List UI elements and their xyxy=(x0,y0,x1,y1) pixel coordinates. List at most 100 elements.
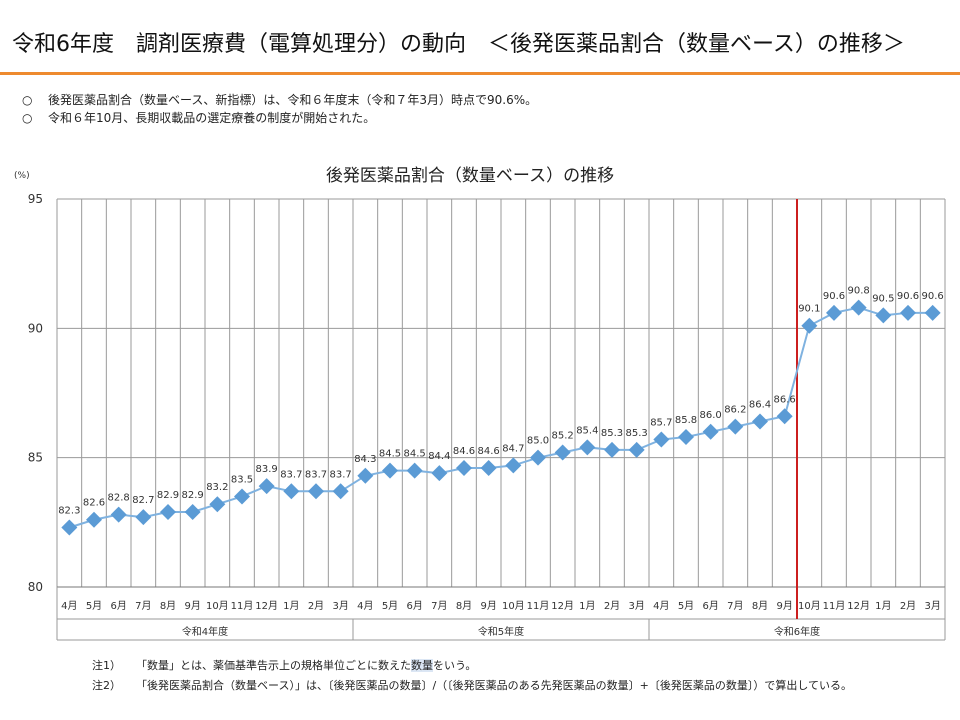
data-point xyxy=(505,457,522,474)
footnote-text-end: をいう。 xyxy=(433,659,477,672)
data-point xyxy=(628,441,645,458)
group-label: 令和6年度 xyxy=(774,625,820,638)
data-point xyxy=(234,488,250,505)
data-label: 82.9 xyxy=(182,490,204,501)
data-label: 90.6 xyxy=(823,291,845,302)
bullet-text: 後発医薬品割合（数量ベース、新指標）は、令和６年度末（令和７年3月）時点で90.… xyxy=(48,93,538,107)
x-tick-label: 12月 xyxy=(847,600,870,612)
fiscal-year-groups: 令和4年度 令和5年度 令和6年度 xyxy=(182,619,820,640)
data-label: 90.1 xyxy=(798,304,820,315)
x-tick-label: 5月 xyxy=(382,600,398,612)
data-point xyxy=(850,299,867,316)
data-label: 84.5 xyxy=(379,449,401,460)
data-point xyxy=(431,465,448,482)
data-label: 83.5 xyxy=(231,474,253,485)
data-label: 82.3 xyxy=(58,506,80,517)
x-tick-label: 5月 xyxy=(86,600,102,612)
y-tick-label: 95 xyxy=(28,192,43,206)
data-point xyxy=(554,444,571,461)
x-tick-label: 9月 xyxy=(776,600,792,612)
footnote-highlight: 数量 xyxy=(411,659,433,672)
x-tick-label: 6月 xyxy=(406,600,422,612)
x-tick-label: 8月 xyxy=(456,600,472,612)
footnote-text: 「数量」とは、薬価基準告示上の規格単位ごとに数えた xyxy=(136,659,411,672)
x-tick-label: 6月 xyxy=(110,600,126,612)
footnote-label: 注2） xyxy=(92,679,121,692)
x-tick-label: 8月 xyxy=(160,600,176,612)
circle-bullet-icon: ○ xyxy=(22,93,33,107)
x-tick-label: 1月 xyxy=(579,600,595,612)
x-tick-label: 11月 xyxy=(231,600,254,612)
x-tick-label: 6月 xyxy=(702,600,718,612)
data-point xyxy=(61,519,78,536)
data-point xyxy=(678,428,694,445)
data-point xyxy=(727,418,744,435)
data-label: 83.2 xyxy=(206,482,228,493)
footnote-text: 「後発医薬品割合（数量ベース）」は、〔後発医薬品の数量〕/（〔後発医薬品のある先… xyxy=(136,679,853,692)
x-tick-label: 4月 xyxy=(61,600,77,612)
data-label: 84.5 xyxy=(404,449,426,460)
data-label: 90.6 xyxy=(897,291,919,302)
data-label: 85.7 xyxy=(650,418,672,429)
bullet-text: 令和６年10月、長期収載品の選定療養の制度が開始された。 xyxy=(48,111,376,125)
tick-labels: 4月 5月 6月 7月 8月 9月 10月 11月 12月 1月 2月 3月 4月 5月 6月 7月 8月 9月 1… xyxy=(61,600,941,612)
x-tick-label: 10月 xyxy=(206,600,229,612)
data-label: 84.4 xyxy=(428,451,450,462)
data-label: 85.0 xyxy=(527,436,549,447)
data-label: 84.7 xyxy=(502,443,524,454)
data-label: 83.7 xyxy=(305,469,327,480)
x-tick-label: 7月 xyxy=(135,600,151,612)
data-point xyxy=(86,511,102,528)
x-tick-label: 1月 xyxy=(283,600,299,612)
x-tick-label: 2月 xyxy=(604,600,620,612)
page-title: 令和6年度 調剤医療費（電算処理分）の動向 ＜後発医薬品割合（数量ベース）の推移… xyxy=(12,32,905,57)
data-point xyxy=(801,317,818,334)
data-label: 86.6 xyxy=(774,394,796,405)
data-point xyxy=(456,460,472,477)
data-label: 82.7 xyxy=(132,495,154,506)
data-point xyxy=(900,304,916,321)
x-tick-label: 11月 xyxy=(823,600,846,612)
data-label: 90.6 xyxy=(922,291,944,302)
data-label: 82.6 xyxy=(83,498,105,509)
data-label: 84.3 xyxy=(354,454,376,465)
x-tick-label: 12月 xyxy=(551,600,574,612)
data-point xyxy=(406,462,423,479)
data-point xyxy=(357,467,374,484)
data-point xyxy=(209,496,226,513)
data-point xyxy=(752,413,768,430)
x-tick-label: 2月 xyxy=(900,600,916,612)
data-labels: 82.382.6 82.8 82.7 82.9 82.983.283.583.9 83.7… xyxy=(58,286,944,517)
x-tick-label: 9月 xyxy=(480,600,496,612)
y-axis-label: (%) xyxy=(14,171,30,181)
data-label: 86.4 xyxy=(749,399,771,410)
footnote-1: 注1） 「数量」とは、薬価基準告示上の規格単位ごとに数えた数量をいう。 xyxy=(92,659,476,673)
data-label: 82.8 xyxy=(108,493,130,504)
data-point xyxy=(924,304,941,321)
x-tick-label: 1月 xyxy=(875,600,891,612)
data-point xyxy=(826,304,842,321)
data-point xyxy=(776,408,793,425)
data-point xyxy=(530,449,546,466)
y-tick-label: 80 xyxy=(28,580,43,594)
data-label: 85.2 xyxy=(552,430,574,441)
data-point xyxy=(283,483,300,500)
data-label: 83.7 xyxy=(280,469,302,480)
footnote-label: 注1） xyxy=(92,659,121,672)
x-tick-label: 10月 xyxy=(798,600,821,612)
data-label: 86.0 xyxy=(700,410,722,421)
data-label: 85.8 xyxy=(675,415,697,426)
x-tick-label: 12月 xyxy=(255,600,278,612)
x-tick-label: 2月 xyxy=(308,600,324,612)
group-label: 令和5年度 xyxy=(478,625,524,638)
data-point xyxy=(875,307,892,324)
data-label: 82.9 xyxy=(157,490,179,501)
data-point xyxy=(184,503,201,520)
data-label: 90.5 xyxy=(872,293,894,304)
x-tick-label: 3月 xyxy=(332,600,348,612)
x-tick-label: 11月 xyxy=(527,600,550,612)
data-label: 85.3 xyxy=(626,428,648,439)
bullet-item: ○ 令和６年10月、長期収載品の選定療養の制度が開始された。 xyxy=(22,110,375,126)
x-tick-label: 7月 xyxy=(727,600,743,612)
footnote-2: 注2） 「後発医薬品割合（数量ベース）」は、〔後発医薬品の数量〕/（〔後発医薬品の… xyxy=(92,679,852,693)
